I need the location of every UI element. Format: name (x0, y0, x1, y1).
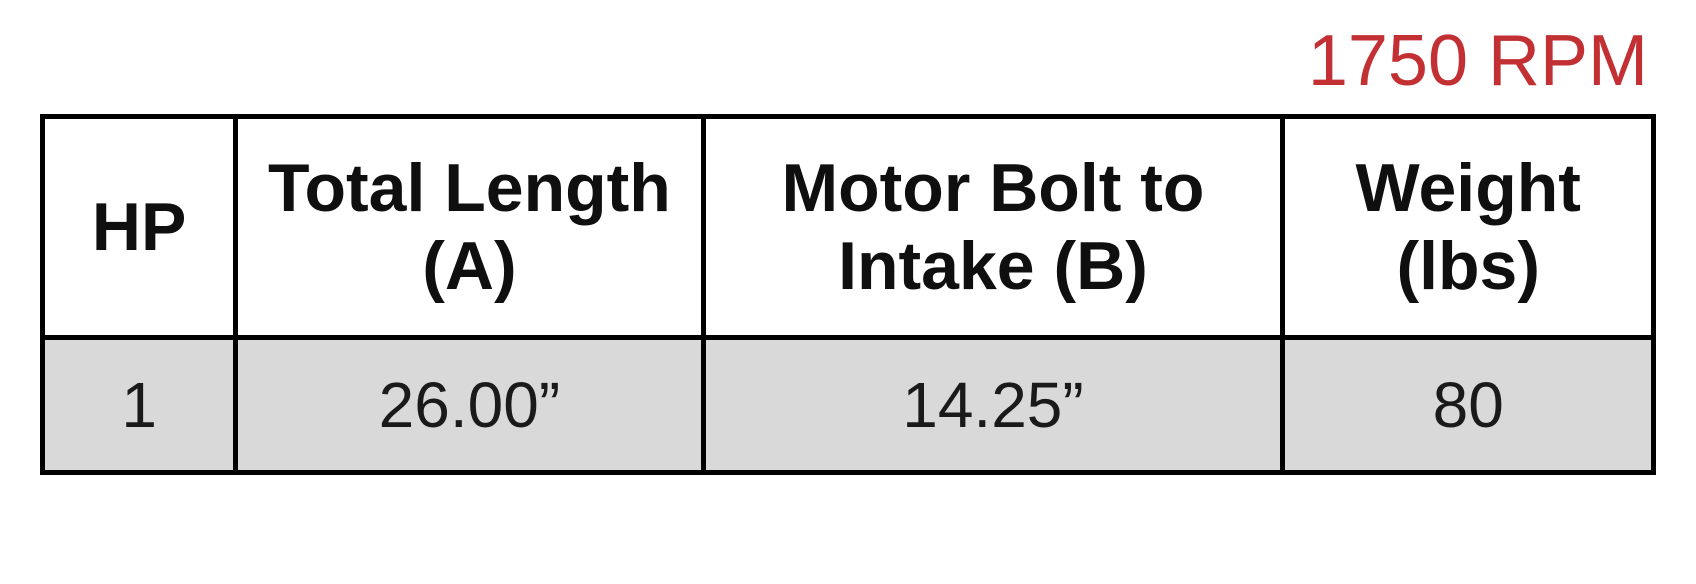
spec-container: 1750 RPM HP Total Length (A) Motor Bolt … (40, 20, 1656, 475)
col-header-total-length: Total Length (A) (236, 117, 703, 338)
cell-total-length: 26.00” (236, 338, 703, 473)
spec-table: HP Total Length (A) Motor Bolt to Intake… (40, 114, 1656, 475)
col-header-hp: HP (43, 117, 236, 338)
cell-hp: 1 (43, 338, 236, 473)
cell-motor-bolt: 14.25” (703, 338, 1283, 473)
cell-weight: 80 (1283, 338, 1654, 473)
col-header-motor-bolt: Motor Bolt to Intake (B) (703, 117, 1283, 338)
table-row: 1 26.00” 14.25” 80 (43, 338, 1654, 473)
col-header-weight: Weight (lbs) (1283, 117, 1654, 338)
rpm-title: 1750 RPM (40, 20, 1656, 102)
table-header-row: HP Total Length (A) Motor Bolt to Intake… (43, 117, 1654, 338)
